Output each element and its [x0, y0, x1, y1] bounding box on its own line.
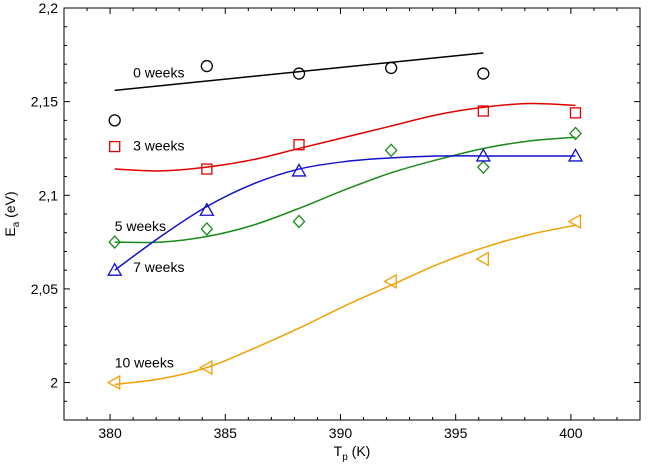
y-axis-title: Ea (eV) [2, 191, 22, 236]
series-label: 10 weeks [115, 355, 174, 371]
diamond-marker [108, 235, 122, 250]
square-marker [569, 107, 582, 119]
series-label: 3 weeks [133, 137, 184, 153]
x-tick-label: 395 [444, 425, 468, 441]
y-tick-label: 2,05 [31, 281, 58, 297]
diamond-marker [292, 214, 306, 229]
fit-curves [114, 52, 576, 386]
square-marker [293, 139, 305, 151]
triangle-left-marker [106, 374, 121, 391]
triangle-left-marker [475, 251, 489, 267]
triangle-up-marker [291, 163, 307, 177]
x-tick-label: 390 [329, 425, 353, 441]
y-tick-label: 2,2 [39, 0, 59, 16]
series-label: 5 weeks [115, 218, 166, 234]
series-label: 0 weeks [133, 64, 184, 80]
triangle-left-marker [567, 213, 582, 230]
x-tick-label: 385 [214, 425, 238, 441]
x-tick-label: 400 [559, 425, 583, 441]
diamond-marker [476, 160, 490, 175]
triangle-up-marker [567, 148, 584, 162]
square-marker [201, 163, 213, 175]
series-label: 7 weeks [133, 259, 184, 275]
diamond-marker [200, 222, 214, 236]
series-labels: 0 weeks 3 weeks 5 weeks 7 weeks 10 weeks [115, 64, 185, 370]
y-tick-label: 2 [50, 375, 58, 391]
circle-marker [477, 67, 490, 80]
fit-curve [114, 155, 576, 271]
circle-marker [292, 67, 306, 80]
fit-curve [114, 136, 576, 244]
fit-curve [114, 52, 484, 92]
x-axis-title: Tp (K) [334, 443, 371, 463]
axis-ticks [63, 7, 641, 421]
triangle-left-marker [383, 273, 397, 290]
x-tick-label: 380 [98, 425, 122, 441]
diamond-marker [384, 143, 398, 158]
circle-marker [200, 59, 213, 73]
circle-marker [385, 61, 398, 75]
circle-marker [108, 114, 121, 127]
y-tick-label: 2,15 [31, 94, 58, 110]
axis-tick-labels: 380 385 390 395 400 2 2,05 2,1 2,15 2,2 [31, 0, 583, 441]
fit-curve [114, 224, 576, 386]
fit-curve [114, 102, 576, 172]
square-marker [109, 140, 121, 153]
triangle-up-marker [107, 262, 123, 276]
data-points [106, 59, 584, 391]
y-tick-label: 2,1 [39, 187, 59, 203]
triangle-up-marker [475, 148, 491, 162]
triangle-left-marker [199, 359, 213, 376]
triangle-up-marker [199, 202, 215, 216]
diamond-marker [569, 126, 582, 141]
square-marker [477, 105, 489, 117]
